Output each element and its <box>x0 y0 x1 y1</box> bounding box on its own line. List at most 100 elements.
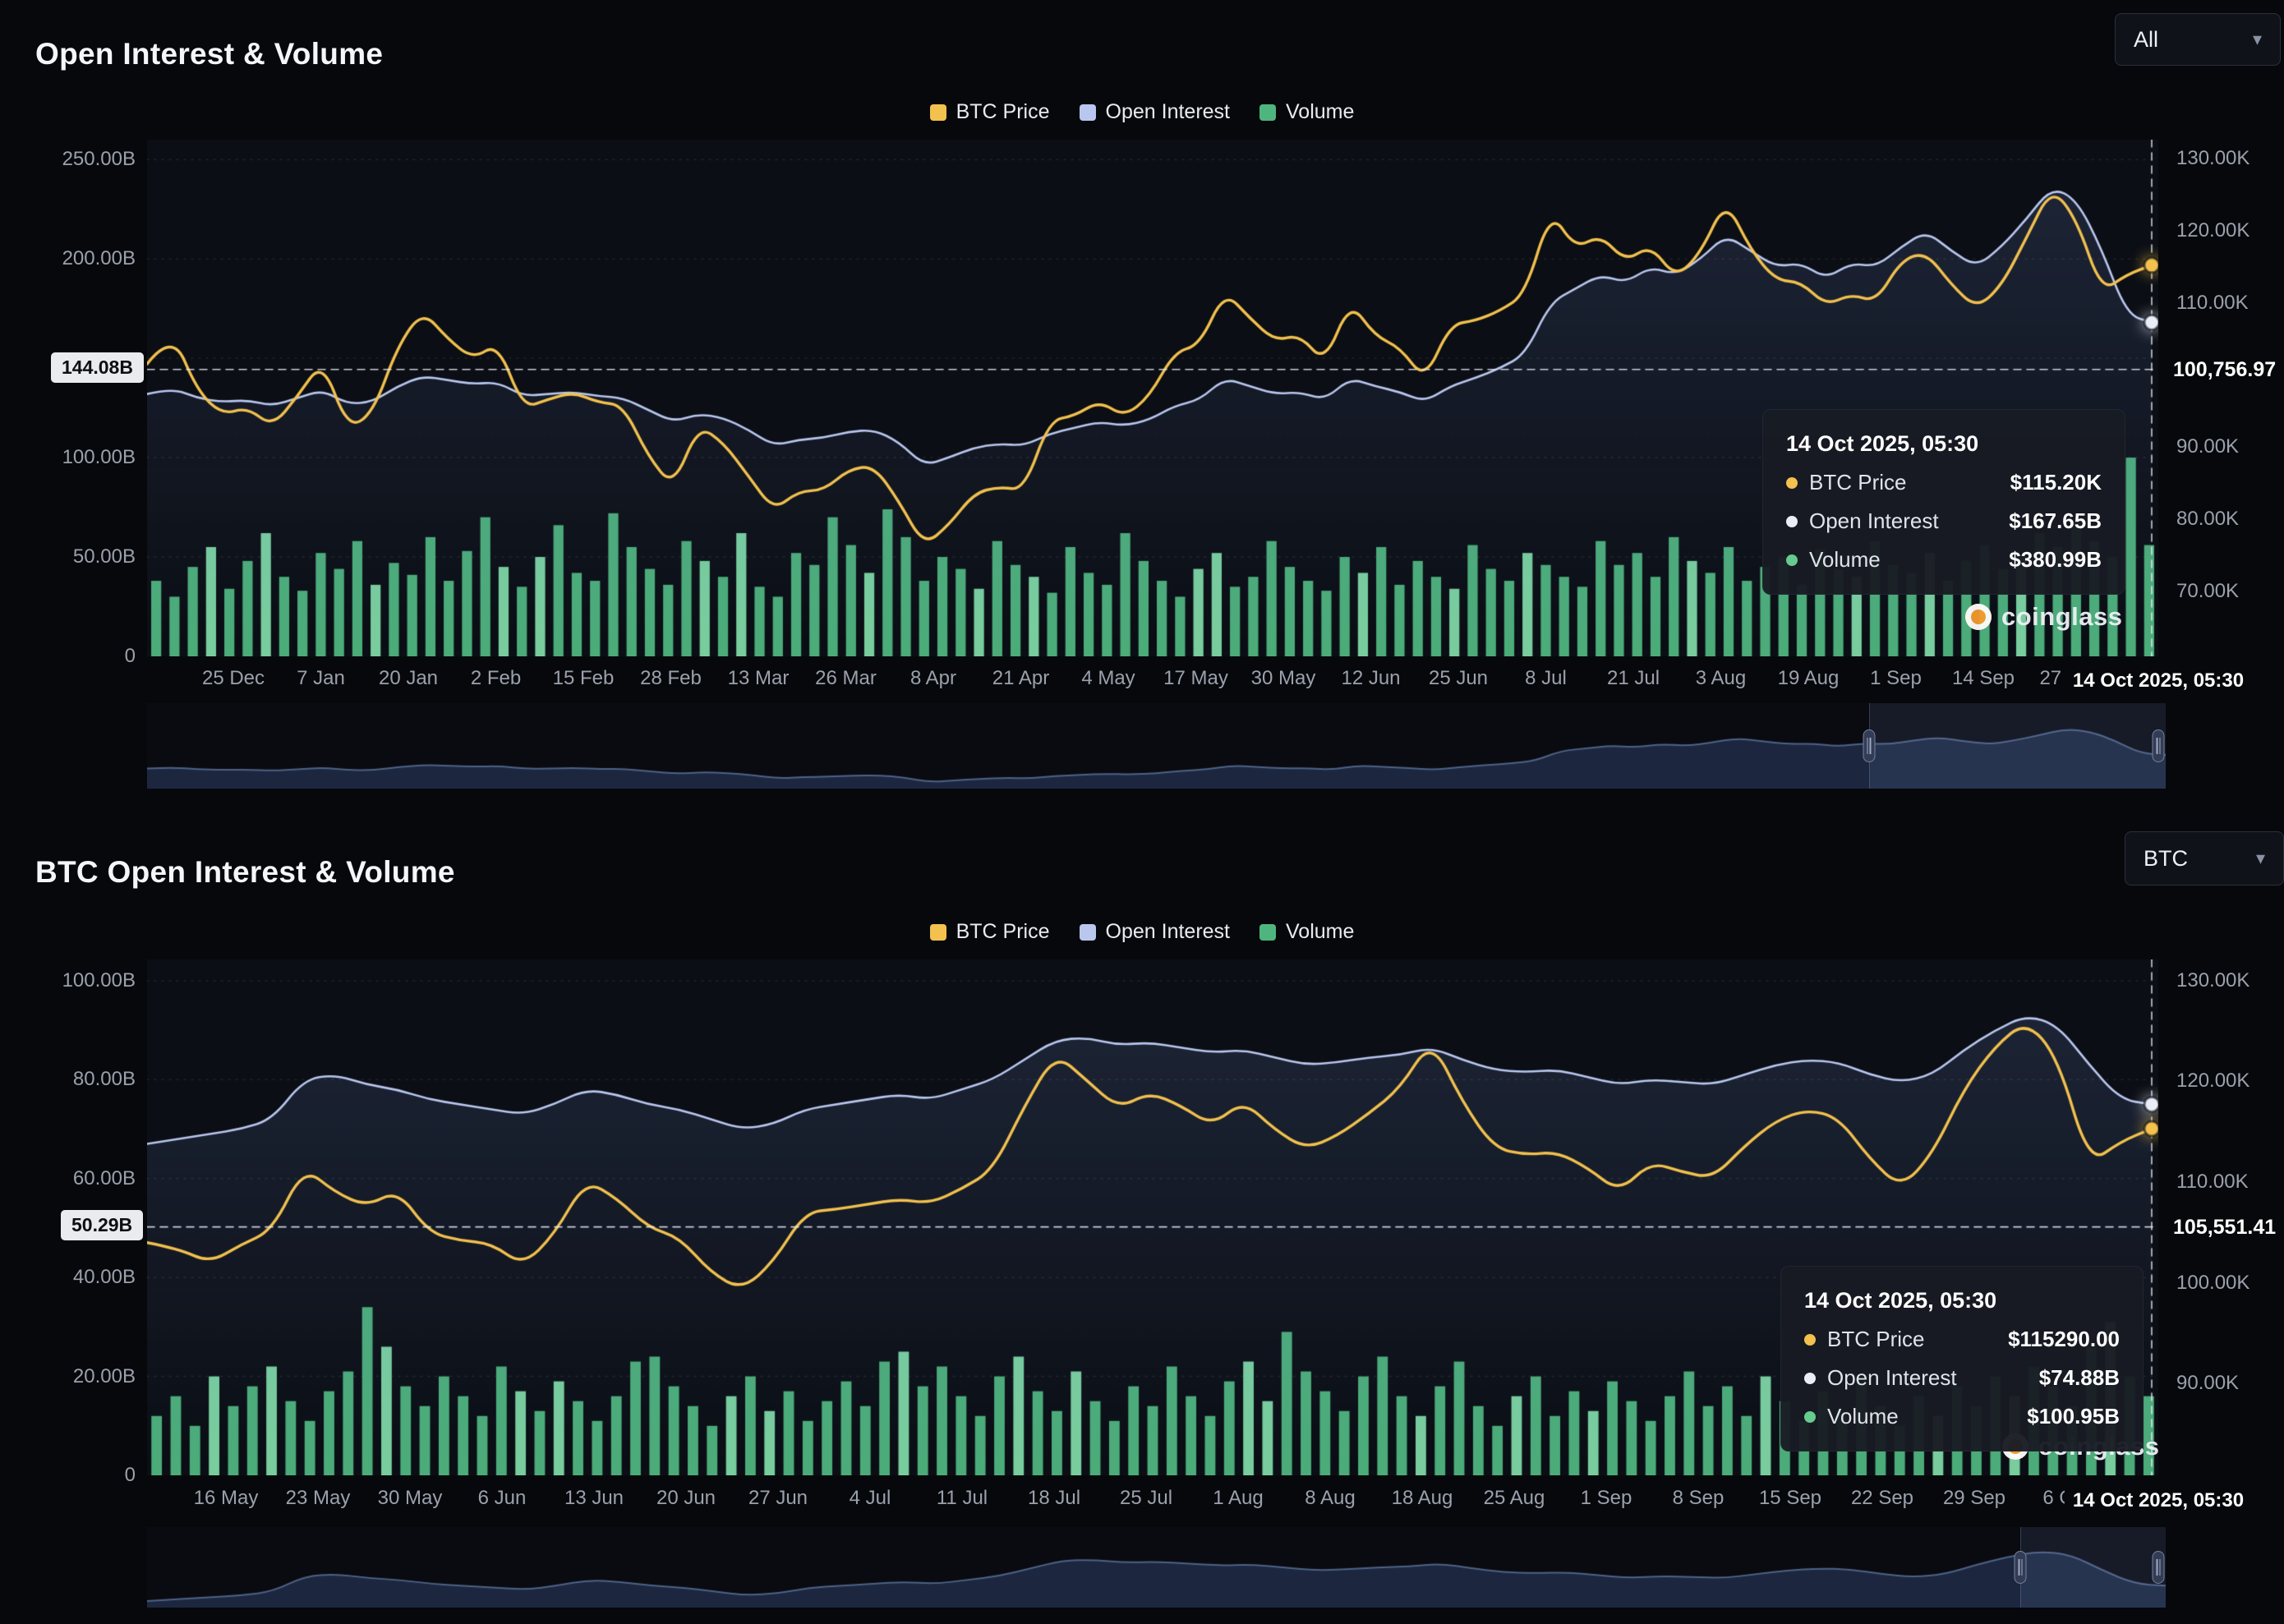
tooltip-label: Open Interest <box>1809 508 1939 533</box>
legend-label: Volume <box>1286 100 1355 123</box>
y-axis-left-tick-label: 40.00B <box>72 1266 136 1289</box>
navigator-right-handle[interactable] <box>2152 1551 2165 1584</box>
chart-tooltip: 14 Oct 2025, 05:30 BTC Price $115290.00 … <box>1780 1266 2144 1451</box>
y-axis-right-tick-label: 130.00K <box>2176 968 2250 991</box>
chevron-down-icon: ▾ <box>2252 29 2262 49</box>
tooltip-row-open-interest: Open Interest $167.65B <box>1786 508 2102 534</box>
x-axis-tick-label: 17 May <box>1163 667 1228 689</box>
navigator-left-handle[interactable] <box>1863 729 1876 762</box>
timeline-navigator[interactable] <box>147 703 2166 789</box>
y-axis-left-tick-label: 0 <box>124 645 136 667</box>
tooltip-label: BTC Price <box>1809 470 1907 495</box>
x-axis-tick-label: 11 Jul <box>936 1487 988 1509</box>
y-axis-right-tick-label: 130.00K <box>2176 146 2250 169</box>
x-axis-tick-label: 1 Sep <box>1580 1487 1632 1509</box>
y-axis-right-tick-label: 110.00K <box>2176 291 2249 314</box>
btc-price-swatch-icon <box>929 923 946 941</box>
watermark-text: coinglass <box>2001 602 2123 631</box>
open-interest-swatch-icon <box>1079 104 1096 121</box>
x-axis-tick-label: 15 Feb <box>552 667 615 689</box>
legend-all: BTC Price Open Interest Volume <box>0 100 2284 124</box>
y-axis-left-tick-label: 20.00B <box>72 1364 136 1387</box>
y-axis-left-tick-label: 100.00B <box>62 968 136 991</box>
x-axis-tick-label: 1 Aug <box>1213 1487 1264 1509</box>
dropdown-selected-value: All <box>2134 26 2159 52</box>
tooltip-value: $115290.00 <box>2008 1327 2120 1351</box>
timeline-navigator[interactable] <box>147 1527 2166 1608</box>
x-axis-tick-label: 1 Sep <box>1870 667 1922 689</box>
btc-price-dot-icon <box>1804 1333 1816 1346</box>
x-axis-tick-label: 23 May <box>285 1487 351 1509</box>
tooltip-label: Open Interest <box>1827 1365 1957 1390</box>
legend-item-open-interest[interactable]: Open Interest <box>1079 100 1230 124</box>
x-axis-tick-label: 25 Jun <box>1428 667 1489 689</box>
x-axis-tick-label: 18 Jul <box>1027 1487 1081 1509</box>
right-axis-crosshair-label: 100,756.97 <box>2173 358 2277 381</box>
x-axis-tick-label: 28 Feb <box>640 667 702 689</box>
x-axis-tick-label: 30 May <box>1250 667 1316 689</box>
y-axis-left-tick-label: 200.00B <box>62 247 136 270</box>
coinglass-watermark: coinglass <box>1965 602 2123 632</box>
tooltip-label: Volume <box>1827 1404 1899 1428</box>
legend-item-open-interest[interactable]: Open Interest <box>1079 920 1230 944</box>
legend-item-btc-price[interactable]: BTC Price <box>929 100 1050 124</box>
y-axis-left-tick-label: 250.00B <box>62 148 136 171</box>
volume-dot-icon <box>1804 1410 1816 1423</box>
navigator-selection[interactable] <box>1868 703 2166 789</box>
x-axis-tick-label: 13 Mar <box>727 667 790 689</box>
navigator-right-handle[interactable] <box>2152 729 2165 762</box>
y-axis-left-tick-label: 60.00B <box>72 1166 136 1189</box>
coin-filter-dropdown[interactable]: BTC ▾ <box>2125 831 2284 886</box>
open-interest-dot-icon <box>1786 515 1798 527</box>
x-axis-tick-label: 6 Oct <box>2042 1487 2090 1509</box>
navigator-selection[interactable] <box>2020 1527 2166 1608</box>
market-filter-dropdown[interactable]: All ▾ <box>2115 13 2281 66</box>
x-axis-tick-label: 14 Sep <box>1951 667 2015 689</box>
dropdown-selected-value: BTC <box>2144 845 2188 871</box>
tooltip-timestamp: 14 Oct 2025, 05:30 <box>1804 1288 1997 1313</box>
chart-plot-all[interactable] <box>147 140 2158 656</box>
navigator-left-handle[interactable] <box>2014 1551 2027 1584</box>
tooltip-value: $100.95B <box>2027 1404 2120 1428</box>
y-axis-right-tick-label: 120.00K <box>2176 1070 2250 1093</box>
y-axis-right-tick-label: 110.00K <box>2176 1171 2249 1194</box>
x-axis-tick-label: 30 May <box>377 1487 443 1509</box>
legend-item-volume[interactable]: Volume <box>1259 100 1354 124</box>
legend-item-volume[interactable]: Volume <box>1259 920 1354 944</box>
y-axis-left-tick-label: 80.00B <box>72 1068 136 1091</box>
chevron-down-icon: ▾ <box>2255 848 2265 868</box>
y-axis-left-tick-label: 0 <box>124 1464 136 1486</box>
y-axis-left-tick-label: 100.00B <box>62 446 136 469</box>
volume-swatch-icon <box>1259 104 1276 121</box>
tooltip-value: $74.88B <box>2038 1365 2120 1390</box>
x-axis-tick-label: 21 Jul <box>1606 667 1660 689</box>
x-axis-tick-label: 14 Oct 2025, 05:30 <box>2064 1487 2253 1515</box>
coinglass-logo-icon <box>1965 604 1992 630</box>
y-axis-right-tick-label: 90.00K <box>2176 1372 2240 1395</box>
chart-title-btc: BTC Open Interest & Volume <box>35 854 455 889</box>
x-axis-tick-label: 8 Sep <box>1672 1487 1725 1509</box>
x-axis-tick-label: 29 Sep <box>1942 1487 2006 1509</box>
y-axis-left-tick-label: 50.00B <box>72 545 136 568</box>
navigator-area <box>147 1527 2166 1608</box>
legend-label: Open Interest <box>1105 100 1230 123</box>
tooltip-row-btc-price: BTC Price $115290.00 <box>1804 1327 2120 1352</box>
legend-item-btc-price[interactable]: BTC Price <box>929 920 1050 944</box>
y-axis-right-tick-label: 80.00K <box>2176 508 2240 531</box>
x-axis-tick-label: 22 Sep <box>1850 1487 1914 1509</box>
x-axis-tick-label: 6 Jun <box>477 1487 527 1509</box>
x-axis-tick-label: 13 Jun <box>564 1487 624 1509</box>
tooltip-row-volume: Volume $380.99B <box>1786 547 2102 573</box>
tooltip-row-btc-price: BTC Price $115.20K <box>1786 470 2102 495</box>
x-axis-tick-label: 8 Apr <box>909 667 957 689</box>
legend-label: BTC Price <box>956 920 1050 943</box>
x-axis-tick-label: 20 Jun <box>656 1487 716 1509</box>
legend-label: Volume <box>1286 920 1355 943</box>
tooltip-row-open-interest: Open Interest $74.88B <box>1804 1365 2120 1391</box>
y-axis-right-tick-label: 90.00K <box>2176 435 2240 458</box>
x-axis-tick-label: 8 Jul <box>1525 667 1567 689</box>
tooltip-timestamp: 14 Oct 2025, 05:30 <box>1786 431 1979 456</box>
volume-swatch-icon <box>1259 923 1276 941</box>
x-axis-tick-label: 27 Sep <box>2039 667 2102 689</box>
legend-btc: BTC Price Open Interest Volume <box>0 920 2284 944</box>
